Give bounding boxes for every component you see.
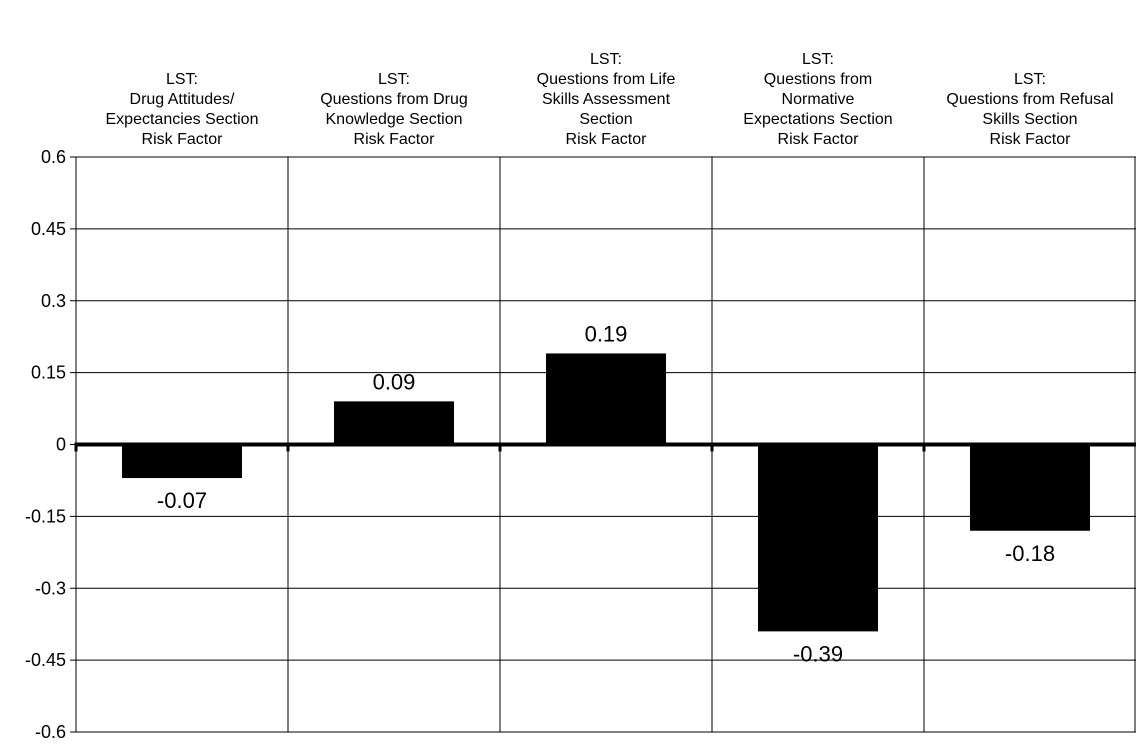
category-label-line: LST: (165, 71, 198, 88)
category-label: LST: Drug Attitudes/Expectancies Section R… (76, 0, 288, 150)
y-tick-label: 0.15 (31, 363, 66, 383)
category-label-line: LST: (377, 71, 410, 88)
category-label-line: Normative (781, 91, 855, 108)
y-tick-label: 0.6 (41, 147, 66, 167)
category-label-line: Skills Section (982, 111, 1078, 128)
data-label: 0.19 (585, 321, 628, 346)
category-label-line: Skills Assessment (541, 91, 671, 108)
y-tick-label: 0.45 (31, 219, 66, 239)
data-label: -0.18 (1005, 541, 1055, 566)
category-label-line: LST: (589, 51, 622, 68)
y-tick-label: -0.6 (35, 722, 66, 742)
category-label-line: Risk Factor (989, 131, 1071, 148)
category-label-line: Risk Factor (141, 131, 223, 148)
y-tick-label: 0.3 (41, 291, 66, 311)
y-tick-label: 0 (56, 435, 66, 455)
bar (970, 444, 1090, 531)
category-label-line: Expectations Section (743, 111, 893, 128)
category-label: LST: Questions from Normative Expectations … (712, 0, 924, 150)
data-label: -0.07 (157, 488, 207, 513)
bar (546, 353, 666, 445)
bars (122, 353, 1090, 632)
category-label: LST: Questions from Life Skills Assessment… (500, 0, 712, 150)
bar (122, 444, 242, 479)
category-label-line: Knowledge Section (325, 111, 463, 128)
category-label-line: Risk Factor (353, 131, 435, 148)
category-label-line: Questions from Drug (320, 91, 468, 108)
bar (758, 444, 878, 632)
category-label-line: Risk Factor (565, 131, 647, 148)
category-label-line: Drug Attitudes/ (129, 91, 235, 108)
bar (334, 401, 454, 445)
category-label-line: Risk Factor (777, 131, 859, 148)
category-label-line: Section (579, 111, 633, 128)
category-label: LST: Questions from Drug Knowledge Section… (288, 0, 500, 150)
axes (70, 156, 1136, 733)
category-label-line: LST: (1013, 71, 1046, 88)
y-tick-label: -0.15 (25, 506, 66, 526)
y-tick-labels: 0.6 0.45 0.3 0.15 0 -0.15 -0.3 -0.45 -0.6 (25, 147, 66, 742)
y-tick-label: -0.45 (25, 650, 66, 670)
category-label-line: LST: (801, 51, 834, 68)
category-label-line: Questions from Refusal (946, 91, 1114, 108)
y-tick-label: -0.3 (35, 578, 66, 598)
category-label-line: Expectancies Section (105, 111, 259, 128)
category-label-line: Questions from Life (536, 71, 676, 88)
category-label: LST: Questions from Refusal Skills Section… (924, 0, 1136, 150)
data-label: -0.39 (793, 641, 843, 666)
data-label: 0.09 (373, 369, 416, 394)
category-label-line: Questions from (763, 71, 873, 88)
data-labels: -0.07 0.09 0.19 -0.39 -0.18 (157, 321, 1055, 666)
